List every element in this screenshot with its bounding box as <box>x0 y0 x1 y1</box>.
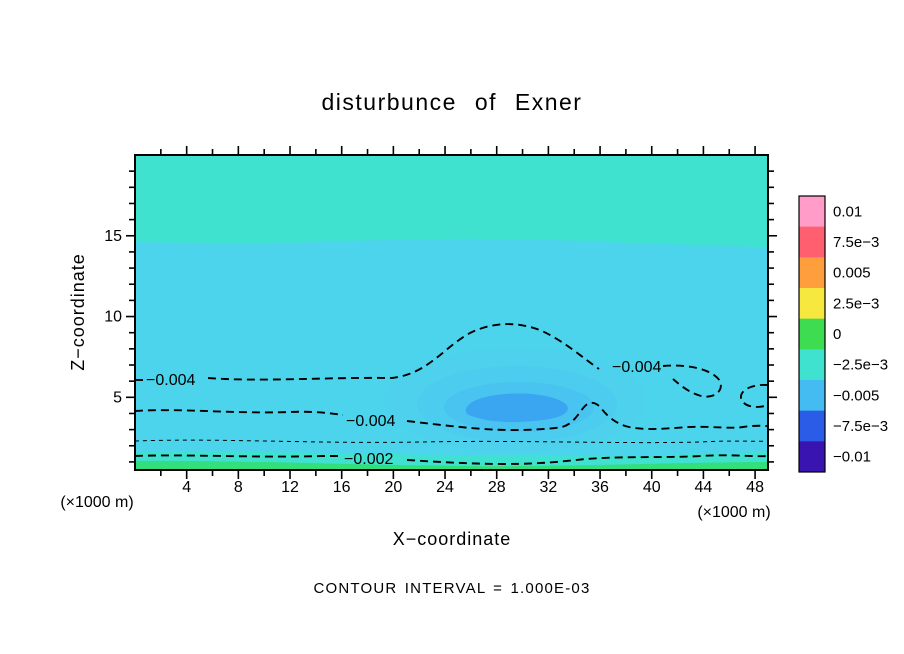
plot-title: disturbunce of Exner <box>322 89 583 115</box>
x-tick-label: 12 <box>281 479 299 496</box>
x-tick-label: 4 <box>182 479 191 496</box>
contour-label-bottom: −0.002 <box>344 451 393 468</box>
x-tick-label: 32 <box>539 479 557 496</box>
contour-0004-lower-left <box>134 409 344 416</box>
fill-transition-strip <box>135 451 768 466</box>
x-tick-label: 48 <box>746 479 764 496</box>
x-tick-label: 36 <box>591 479 609 496</box>
colorbar-segment <box>799 410 825 442</box>
contour-label-middle: −0.004 <box>346 413 395 430</box>
x-tick-label: 24 <box>436 479 454 496</box>
fill-upper-layer <box>135 155 768 247</box>
colorbar-label: 2.5e−3 <box>833 295 879 312</box>
fill-surface-layer <box>135 460 768 470</box>
colorbar-label: 0.005 <box>833 265 871 282</box>
colorbar-label: 0 <box>833 326 841 343</box>
contour-interval-caption: CONTOUR INTERVAL = 1.000E-03 <box>313 580 590 597</box>
colorbar-label: −0.005 <box>833 387 879 404</box>
x-tick-label: 16 <box>333 479 351 496</box>
x-unit-left: (×1000 m) <box>60 494 133 511</box>
contour-0002-right <box>406 454 769 465</box>
x-unit-right: (×1000 m) <box>697 504 770 521</box>
z-tick-label: 15 <box>104 228 122 245</box>
colorbar-segment <box>799 349 825 381</box>
colorbar-label: 0.01 <box>833 203 862 220</box>
colorbar-border <box>798 195 826 473</box>
contour-0003-thin <box>134 439 769 444</box>
x-axis-label: X−coordinate <box>393 529 512 549</box>
contour-label-right: −0.004 <box>612 359 661 376</box>
colorbar-label: −0.01 <box>833 449 871 466</box>
contour-0002-left <box>134 454 339 458</box>
colorbar-segment <box>799 196 825 228</box>
x-tick-label: 28 <box>488 479 506 496</box>
x-tick-label: 20 <box>384 479 402 496</box>
x-tick-label: 40 <box>643 479 661 496</box>
z-tick-label: 10 <box>104 309 122 326</box>
colorbar-segment <box>799 288 825 320</box>
colorbar-segment <box>799 441 825 473</box>
z-axis-label: Z−coordinate <box>68 253 88 371</box>
x-tick-label: 8 <box>234 479 243 496</box>
colorbar-segment <box>799 318 825 350</box>
fill-minimum-core <box>465 393 568 422</box>
colorbar-group: 0.01 7.5e−3 0.005 2.5e−3 0 −2.5e−3 −0.005 −7.5e… <box>798 195 888 473</box>
colorbar-label: −7.5e−3 <box>833 418 888 435</box>
contour-label-left: −0.004 <box>146 372 195 389</box>
colorbar-label: −2.5e−3 <box>833 357 888 374</box>
x-tick-label: 44 <box>695 479 713 496</box>
colorbar-segment <box>799 380 825 412</box>
colorbar-segment <box>799 257 825 289</box>
contour-0004-right-edge-arc <box>740 383 769 408</box>
plot-frame <box>134 154 769 471</box>
contour-0004-upper-right <box>662 364 722 398</box>
colorbar-label: 7.5e−3 <box>833 234 879 251</box>
colorbar-segment <box>799 226 825 258</box>
z-tick-label: 5 <box>113 389 122 406</box>
contour-0004-lower-right <box>406 401 769 431</box>
contour-0004-upper <box>207 323 600 381</box>
